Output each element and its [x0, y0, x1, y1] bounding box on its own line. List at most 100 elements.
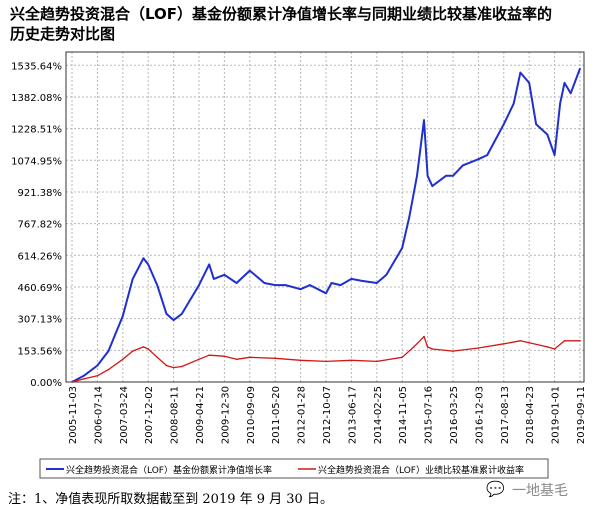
y-tick-label: 614.26% [18, 251, 63, 262]
fund-data-point [122, 315, 124, 317]
fund-data-point [559, 102, 561, 105]
benchmark-data-point [299, 359, 302, 362]
fund-data-point [172, 319, 175, 321]
legend-box [39, 458, 549, 479]
x-tick-label: 2007-12-02 [144, 386, 155, 444]
fund-data-point [401, 247, 404, 249]
benchmark-data-point [350, 359, 353, 362]
fund-data-point [208, 263, 210, 266]
benchmark-data-point [413, 346, 415, 348]
fund-data-point [569, 92, 572, 95]
benchmark-data-point [235, 358, 238, 361]
fund-series-line [71, 68, 581, 383]
x-tick-label: 2016-12-03 [474, 386, 485, 444]
fund-data-point [376, 282, 378, 284]
chart-title-line-1: 兴全趋势投资混合（LOF）基金份额累计净值增长率与同期业绩比较基准收益率的 [10, 5, 553, 23]
benchmark-data-point [325, 360, 327, 363]
x-tick-label: 2012-10-07 [322, 386, 333, 444]
benchmark-data-point [553, 348, 556, 350]
fund-data-point [486, 154, 489, 156]
fund-data-point [156, 284, 158, 286]
x-tick-label: 2019-09-11 [576, 386, 587, 444]
fund-data-point [385, 274, 388, 276]
x-tick-label: 2015-07-16 [424, 386, 435, 444]
y-tick-label: 153.56% [18, 346, 63, 357]
watermark: 一地基毛 [512, 483, 568, 499]
x-tick-label: 2008-08-11 [170, 386, 181, 444]
y-tick-label: 767.82% [18, 220, 63, 231]
chart-grid [66, 52, 584, 383]
fund-data-point [535, 123, 537, 125]
y-tick-label: 921.38% [18, 188, 63, 199]
benchmark-data-point [147, 348, 149, 350]
fund-data-point [213, 278, 215, 280]
benchmark-data-point [223, 355, 226, 358]
x-tick-label: 2012-01-28 [297, 386, 308, 444]
benchmark-data-point [208, 354, 210, 357]
fund-data-point [198, 284, 200, 286]
benchmark-data-point [519, 340, 522, 342]
benchmark-data-point [563, 340, 566, 342]
fund-data-point [142, 257, 145, 260]
fund-data-point [416, 175, 418, 177]
fund-data-point [426, 175, 429, 177]
y-tick-label: 0.00% [30, 378, 62, 389]
x-tick-label: 2013-06-17 [347, 386, 358, 444]
fund-data-point [83, 375, 85, 377]
fund-data-point [579, 67, 581, 70]
legend-label-fund: 兴全趋势投资混合（LOF）基金份额累计净值增长率 [66, 464, 272, 476]
fund-data-point [445, 175, 447, 177]
fund-data-point [350, 278, 353, 280]
benchmark-data-point [249, 356, 251, 359]
fund-data-point [284, 284, 287, 286]
benchmark-data-point [477, 347, 480, 349]
benchmark-data-point [165, 364, 168, 367]
fund-data-point [131, 278, 134, 280]
x-tick-label: 2011-05-20 [271, 386, 282, 444]
footnote: 注：1、净值表现所取数据截至到 2019 年 9 月 30 日。 [8, 492, 333, 507]
y-tick-label: 307.13% [18, 315, 63, 326]
fund-data-point [553, 154, 556, 156]
legend: 兴全趋势投资混合（LOF）基金份额累计净值增长率 兴全趋势投资混合（LOF）业绩… [39, 458, 549, 479]
fund-data-point [330, 282, 333, 284]
x-tick-label: 2018-04-23 [525, 386, 536, 444]
fund-data-point [519, 71, 522, 74]
benchmark-data-point [546, 346, 549, 348]
fund-data-point [503, 123, 505, 125]
y-tick-label: 1228.51% [11, 125, 62, 136]
fund-data-point [462, 164, 464, 167]
x-tick-label: 2009-12-30 [220, 386, 231, 444]
fund-data-point [309, 284, 311, 286]
fund-data-point [431, 185, 434, 187]
x-tick-label: 2014-11-05 [398, 386, 409, 444]
benchmark-data-point [172, 366, 175, 369]
fund-data-point [235, 282, 238, 284]
fund-data-point [408, 216, 411, 218]
x-tick-label: 2017-08-13 [500, 386, 511, 444]
x-tick-label: 2016-03-25 [449, 386, 460, 444]
fund-data-point [563, 82, 566, 84]
fund-data-point [165, 313, 168, 315]
x-tick-label: 2007-03-24 [119, 386, 130, 444]
benchmark-data-point [528, 342, 530, 344]
chart-title: 兴全趋势投资混合（LOF）基金份额累计净值增长率与同期业绩比较基准收益率的 历史… [10, 4, 570, 44]
benchmark-data-point [426, 346, 429, 348]
y-tick-label: 1535.64% [11, 61, 62, 72]
benchmark-data-point [122, 358, 124, 361]
x-tick-label: 2006-07-14 [93, 386, 104, 444]
fund-data-point [223, 274, 226, 276]
fund-data-point [181, 313, 183, 315]
fund-data-point [339, 284, 342, 286]
y-tick-label: 1074.95% [11, 156, 62, 167]
fund-data-point [477, 158, 480, 160]
benchmark-data-point [579, 340, 581, 342]
benchmark-data-point [503, 343, 505, 345]
benchmark-data-point [431, 348, 434, 350]
fund-data-point [96, 364, 99, 367]
fund-data-point [299, 288, 302, 291]
fund-data-point [274, 284, 277, 286]
plot-area-border [65, 51, 585, 383]
chat-bubble-icon: 💬 [486, 480, 505, 498]
benchmark-data-point [96, 375, 99, 377]
